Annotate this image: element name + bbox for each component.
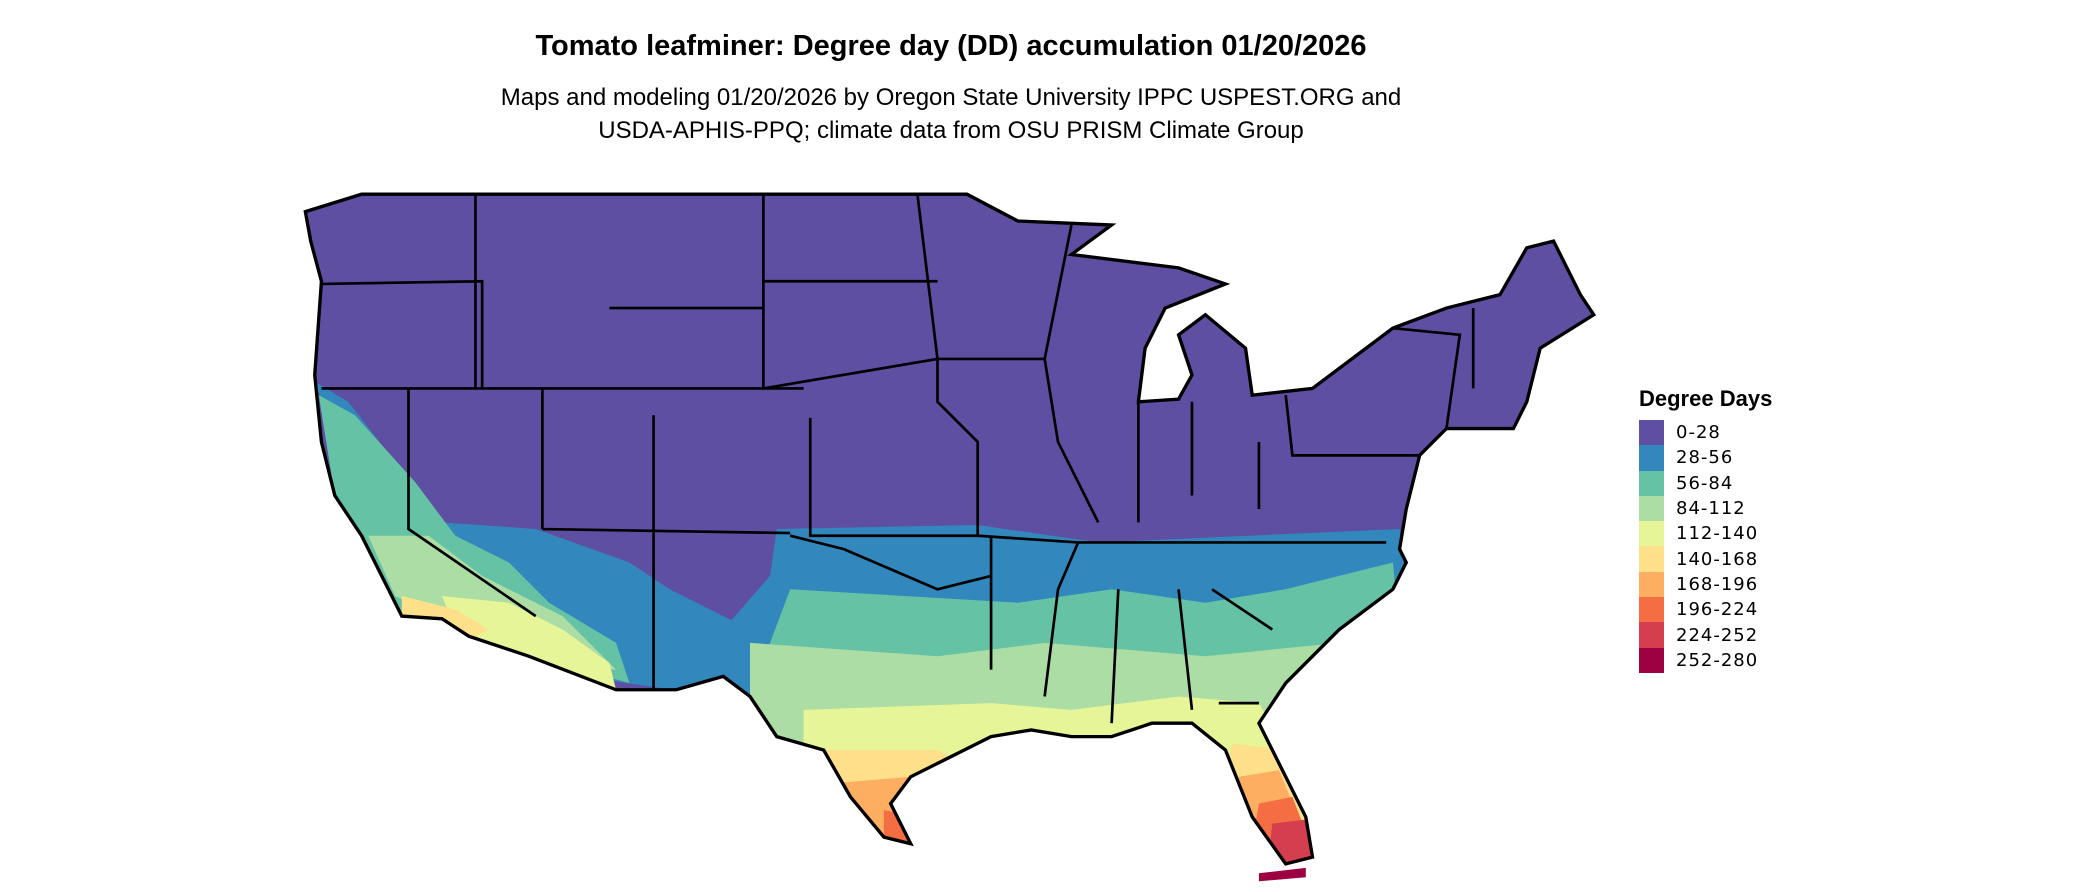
legend-swatch — [1639, 445, 1664, 471]
legend-swatch — [1639, 647, 1664, 673]
legend-title: Degree Days — [1639, 386, 1773, 411]
map-title: Tomato leafminer: Degree day (DD) accumu… — [535, 30, 1367, 62]
legend-label: 84-112 — [1676, 498, 1746, 520]
legend-item: 252-280 — [1639, 647, 1772, 673]
legend-swatch — [1639, 546, 1664, 572]
legend-item: 140-168 — [1639, 546, 1772, 572]
legend-item: 28-56 — [1639, 445, 1772, 471]
legend-swatch — [1639, 470, 1664, 496]
legend-label: 168-196 — [1676, 573, 1759, 595]
state-borders — [321, 194, 1475, 724]
legend: Degree Days 0-28 28-56 56-84 84-112 112-140 1… — [1639, 386, 1772, 673]
legend-item: 196-224 — [1639, 597, 1772, 623]
map-subtitle-line-2: USDA-APHIS-PPQ; climate data from OSU PR… — [598, 117, 1304, 144]
legend-label: 140-168 — [1676, 548, 1759, 570]
legend-item: 56-84 — [1639, 470, 1772, 496]
legend-swatch — [1639, 420, 1664, 446]
legend-label: 196-224 — [1676, 599, 1759, 621]
zone-252-280-keys — [1258, 867, 1306, 882]
legend-label: 0-28 — [1676, 422, 1721, 444]
legend-label: 28-56 — [1676, 447, 1734, 469]
legend-label: 224-252 — [1676, 624, 1759, 646]
zone-140-168-west — [401, 596, 489, 641]
legend-swatch — [1639, 521, 1664, 547]
legend-item: 84-112 — [1639, 495, 1772, 522]
legend-label: 252-280 — [1676, 649, 1759, 671]
legend-label: 112-140 — [1676, 523, 1759, 545]
legend-item: 168-196 — [1639, 571, 1772, 598]
legend-swatch — [1639, 622, 1664, 648]
map-subtitle-line-1: Maps and modeling 01/20/2026 by Oregon S… — [500, 84, 1402, 111]
legend-item: 224-252 — [1639, 622, 1772, 648]
legend-swatch — [1639, 597, 1664, 623]
legend-item: 112-140 — [1639, 521, 1772, 547]
legend-swatch — [1639, 495, 1664, 522]
legend-swatch — [1639, 571, 1664, 598]
zone-112-140-west — [441, 596, 617, 690]
legend-label: 56-84 — [1676, 472, 1734, 494]
zone-196-224 — [883, 810, 925, 864]
legend-item: 0-28 — [1639, 420, 1772, 446]
